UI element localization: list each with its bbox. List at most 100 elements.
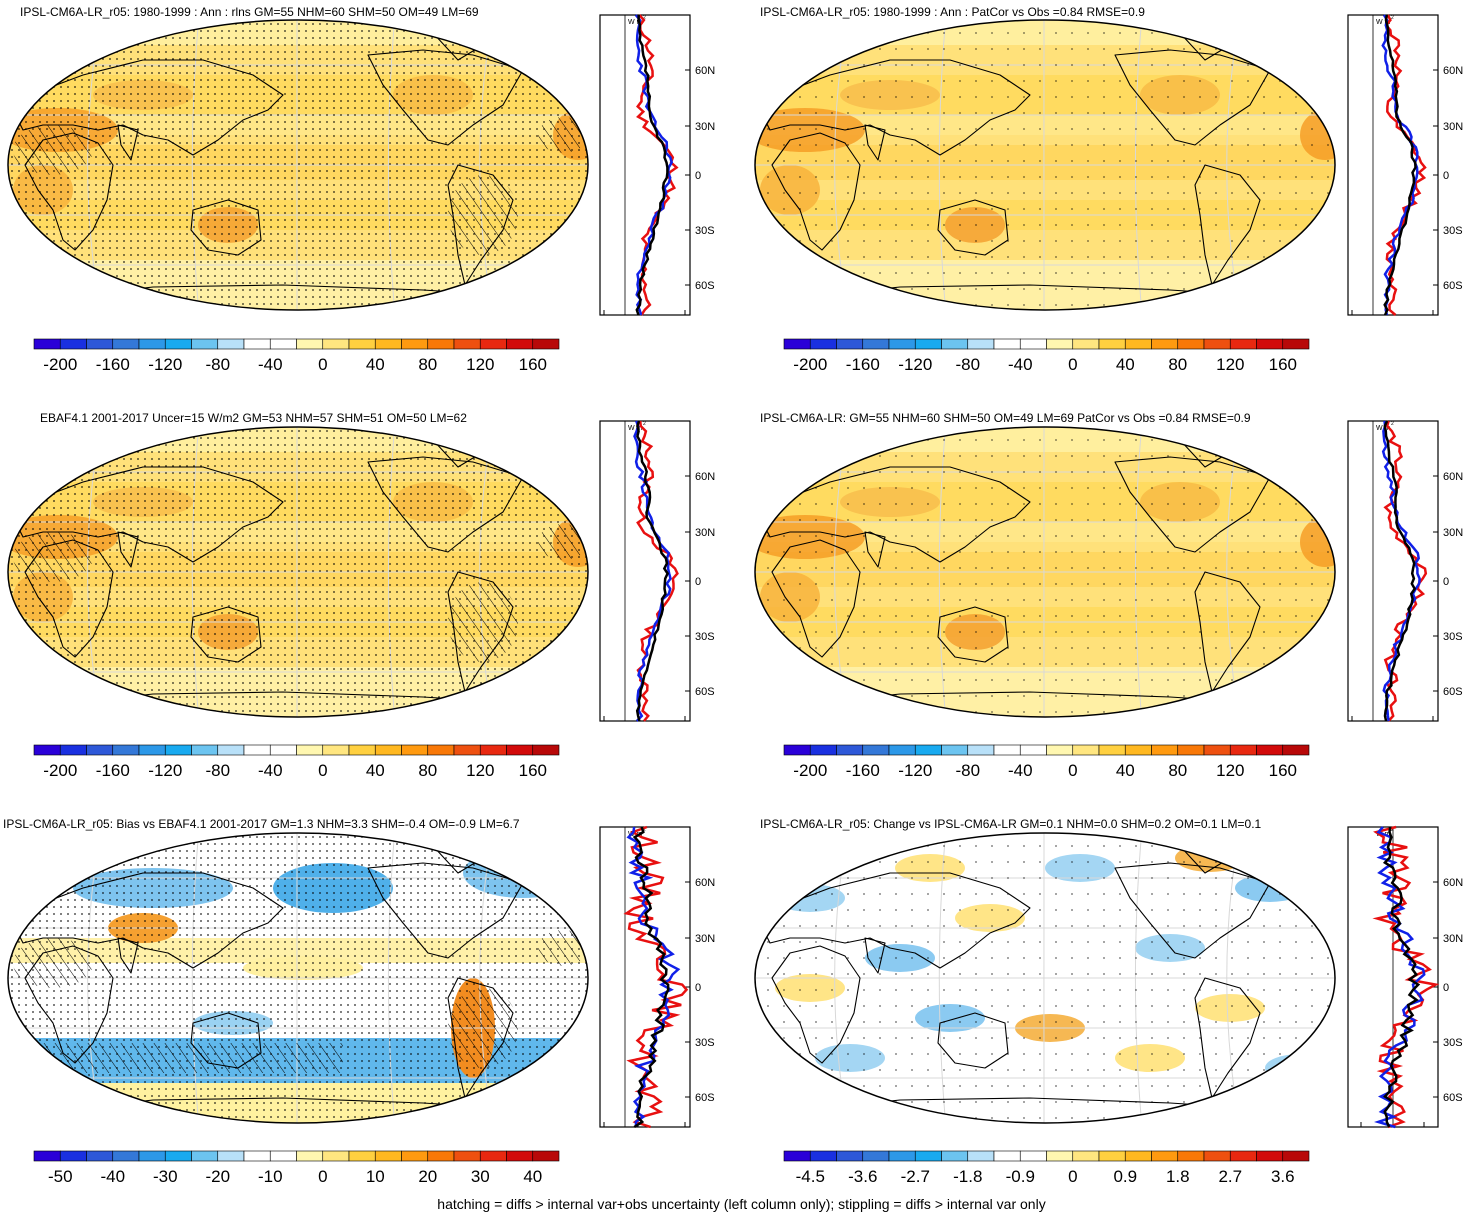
map-panel-1 xyxy=(7,19,589,311)
colorbar-4: -200-160-120-80-4004080120160200 xyxy=(783,744,1310,780)
svg-text:-120: -120 xyxy=(148,355,182,374)
svg-text:-80: -80 xyxy=(956,355,981,374)
svg-text:-160: -160 xyxy=(846,355,880,374)
svg-text:120: 120 xyxy=(466,761,494,780)
svg-text:160: 160 xyxy=(519,761,547,780)
svg-text:60N: 60N xyxy=(695,65,715,77)
svg-text:2: 2 xyxy=(1391,421,1394,427)
svg-text:40: 40 xyxy=(523,1167,542,1186)
svg-text:-40: -40 xyxy=(1008,355,1033,374)
svg-text:-40: -40 xyxy=(101,1167,126,1186)
colorbar-6: -4.5-3.6-2.7-1.8-0.900.91.82.73.64.5 xyxy=(783,1150,1310,1186)
svg-text:W m: W m xyxy=(628,425,643,432)
panel-title-4: IPSL-CM6A-LR: GM=55 NHM=60 SHM=50 OM=49 … xyxy=(760,411,1251,425)
colorbar-5: -50-40-30-20-1001020304050 xyxy=(33,1150,560,1186)
svg-text:60S: 60S xyxy=(1443,686,1463,698)
map-panel-4 xyxy=(754,426,1336,718)
svg-text:0: 0 xyxy=(1443,982,1449,994)
svg-text:2: 2 xyxy=(643,827,646,833)
svg-text:-2.7: -2.7 xyxy=(901,1167,930,1186)
svg-text:30N: 30N xyxy=(695,121,715,133)
svg-text:0: 0 xyxy=(1068,355,1077,374)
svg-text:30S: 30S xyxy=(1443,631,1463,643)
svg-text:30N: 30N xyxy=(695,527,715,539)
svg-text:30S: 30S xyxy=(1443,225,1463,237)
svg-text:-80: -80 xyxy=(206,761,231,780)
svg-text:2: 2 xyxy=(643,421,646,427)
svg-text:120: 120 xyxy=(1216,761,1244,780)
svg-text:0: 0 xyxy=(318,355,327,374)
svg-text:-200: -200 xyxy=(43,355,77,374)
svg-text:-40: -40 xyxy=(1008,761,1033,780)
svg-text:-120: -120 xyxy=(898,761,932,780)
svg-text:2: 2 xyxy=(643,15,646,21)
svg-text:60S: 60S xyxy=(1443,1092,1463,1104)
svg-text:2: 2 xyxy=(1391,827,1394,833)
svg-text:0.9: 0.9 xyxy=(1113,1167,1137,1186)
svg-text:0: 0 xyxy=(318,1167,327,1186)
panel-title-1: IPSL-CM6A-LR_r05: 1980-1999 : Ann : rlns… xyxy=(20,5,479,19)
svg-text:30S: 30S xyxy=(695,1037,715,1049)
svg-text:60S: 60S xyxy=(695,280,715,292)
svg-text:0: 0 xyxy=(695,576,701,588)
svg-text:0: 0 xyxy=(695,170,701,182)
footer-note: hatching = diffs > internal var+obs unce… xyxy=(437,1196,1046,1212)
svg-text:80: 80 xyxy=(418,355,437,374)
svg-text:30N: 30N xyxy=(1443,121,1463,133)
svg-text:-200: -200 xyxy=(43,761,77,780)
colorbar-3: -200-160-120-80-4004080120160200 xyxy=(33,744,560,780)
svg-text:-40: -40 xyxy=(258,761,283,780)
svg-text:60N: 60N xyxy=(1443,877,1463,889)
svg-text:60N: 60N xyxy=(695,877,715,889)
svg-text:60N: 60N xyxy=(1443,471,1463,483)
svg-text:60S: 60S xyxy=(695,1092,715,1104)
svg-text:40: 40 xyxy=(366,761,385,780)
svg-text:30N: 30N xyxy=(1443,527,1463,539)
svg-text:40: 40 xyxy=(1116,355,1135,374)
panel-title-2: IPSL-CM6A-LR_r05: 1980-1999 : Ann : PatC… xyxy=(760,5,1145,19)
svg-text:3.6: 3.6 xyxy=(1271,1167,1295,1186)
svg-text:-30: -30 xyxy=(153,1167,178,1186)
svg-text:0: 0 xyxy=(318,761,327,780)
svg-text:-200: -200 xyxy=(793,355,827,374)
svg-text:-80: -80 xyxy=(956,761,981,780)
map-panel-3 xyxy=(7,426,589,718)
panel-title-3: EBAF4.1 2001-2017 Uncer=15 W/m2 GM=53 NH… xyxy=(40,411,467,425)
svg-text:40: 40 xyxy=(366,355,385,374)
svg-text:20: 20 xyxy=(418,1167,437,1186)
svg-text:-20: -20 xyxy=(206,1167,231,1186)
svg-text:40: 40 xyxy=(1116,761,1135,780)
svg-text:80: 80 xyxy=(1168,761,1187,780)
svg-text:1.8: 1.8 xyxy=(1166,1167,1190,1186)
svg-text:120: 120 xyxy=(466,355,494,374)
svg-text:0: 0 xyxy=(1443,170,1449,182)
svg-text:120: 120 xyxy=(1216,355,1244,374)
svg-text:0: 0 xyxy=(1068,761,1077,780)
svg-text:30S: 30S xyxy=(695,631,715,643)
svg-text:-50: -50 xyxy=(48,1167,73,1186)
map-panel-6 xyxy=(754,832,1336,1124)
svg-text:-120: -120 xyxy=(898,355,932,374)
svg-text:60N: 60N xyxy=(695,471,715,483)
svg-text:-160: -160 xyxy=(96,761,130,780)
svg-text:30S: 30S xyxy=(695,225,715,237)
svg-text:60S: 60S xyxy=(695,686,715,698)
svg-text:-0.9: -0.9 xyxy=(1006,1167,1035,1186)
svg-text:-1.8: -1.8 xyxy=(953,1167,982,1186)
svg-text:2: 2 xyxy=(1391,15,1394,21)
svg-text:60N: 60N xyxy=(1443,65,1463,77)
svg-text:-40: -40 xyxy=(258,355,283,374)
svg-text:0: 0 xyxy=(1068,1167,1077,1186)
svg-text:W m: W m xyxy=(1376,19,1391,26)
svg-text:10: 10 xyxy=(366,1167,385,1186)
svg-text:-10: -10 xyxy=(258,1167,283,1186)
svg-text:30S: 30S xyxy=(1443,1037,1463,1049)
panel-title-5: IPSL-CM6A-LR_r05: Bias vs EBAF4.1 2001-2… xyxy=(3,817,520,831)
panel-title-6: IPSL-CM6A-LR_r05: Change vs IPSL-CM6A-LR… xyxy=(760,817,1262,831)
svg-text:-3.6: -3.6 xyxy=(848,1167,877,1186)
svg-text:80: 80 xyxy=(418,761,437,780)
